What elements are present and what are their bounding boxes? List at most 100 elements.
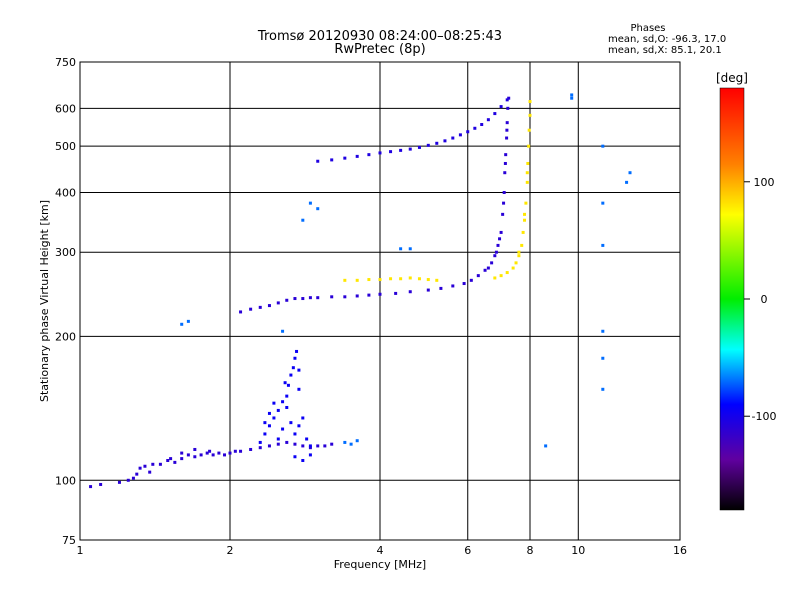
- echo-point: [143, 464, 147, 468]
- echo-point: [517, 254, 521, 258]
- echo-point: [480, 123, 484, 127]
- echo-point: [173, 460, 177, 464]
- echo-point: [263, 432, 267, 436]
- echo-point: [399, 247, 403, 251]
- echo-point: [503, 161, 507, 165]
- echo-point: [343, 278, 347, 282]
- echo-point: [276, 408, 280, 412]
- chart-subtitle: RwPretec (8p): [334, 42, 425, 57]
- echo-point: [394, 291, 398, 295]
- colorbar-ticks: 100 0 -100: [744, 176, 776, 423]
- echo-point: [301, 458, 305, 462]
- echo-point: [276, 437, 280, 441]
- x-tick-label: 16: [673, 544, 687, 557]
- echo-points: [89, 93, 632, 489]
- echo-point: [399, 277, 403, 281]
- x-tick-label: 2: [227, 544, 234, 557]
- echo-point: [293, 297, 297, 301]
- echo-point: [223, 453, 227, 457]
- y-tick-label: 500: [55, 140, 76, 153]
- echo-point: [186, 453, 190, 457]
- echo-point: [239, 449, 243, 453]
- echo-point: [408, 247, 412, 251]
- echo-point: [628, 171, 632, 175]
- echo-point: [524, 201, 528, 205]
- x-axis-label: Frequency [MHz]: [334, 558, 426, 571]
- echo-point: [301, 416, 305, 420]
- echo-point: [389, 277, 393, 281]
- echo-point: [193, 447, 197, 451]
- echo-point: [408, 147, 412, 151]
- echo-point: [499, 230, 503, 234]
- echo-point: [501, 212, 505, 216]
- phase-stats-x: mean, sd,X: 85.1, 20.1: [608, 45, 722, 56]
- echo-point: [506, 106, 510, 110]
- phase-stats-o: mean, sd,O: -96.3, 17.0: [608, 34, 726, 45]
- echo-point: [297, 368, 301, 372]
- echo-point: [148, 470, 152, 474]
- echo-point: [276, 301, 280, 305]
- echo-point: [199, 453, 203, 457]
- echo-point: [466, 130, 470, 134]
- echo-point: [493, 112, 497, 116]
- echo-point: [305, 437, 309, 441]
- echo-point: [249, 307, 253, 311]
- echo-point: [281, 427, 285, 431]
- echo-point: [258, 440, 262, 444]
- echo-point: [151, 462, 155, 466]
- echo-point: [117, 480, 121, 484]
- x-axis: 1 2 4 6 8 10 16: [77, 544, 688, 557]
- echo-point: [186, 319, 190, 323]
- echo-point: [233, 449, 237, 453]
- x-tick-label: 4: [377, 544, 384, 557]
- y-tick-label: 600: [55, 102, 76, 115]
- echo-point: [267, 424, 271, 428]
- echo-point: [283, 381, 287, 385]
- echo-point: [228, 451, 232, 455]
- echo-point: [258, 446, 262, 450]
- grid-lines: [80, 62, 680, 540]
- echo-point: [169, 457, 173, 461]
- echo-point: [289, 421, 293, 425]
- echo-point: [426, 288, 430, 292]
- echo-point: [308, 453, 312, 457]
- echo-point: [439, 286, 443, 290]
- y-tick-label: 200: [55, 330, 76, 343]
- colorbar-label: [deg]: [716, 71, 748, 85]
- echo-point: [426, 278, 430, 282]
- echo-point: [528, 100, 532, 104]
- echo-point: [267, 411, 271, 415]
- echo-point: [525, 180, 529, 184]
- echo-point: [343, 156, 347, 160]
- echo-point: [523, 218, 527, 222]
- echo-point: [205, 451, 209, 455]
- echo-point: [499, 274, 503, 278]
- x-tick-label: 6: [464, 544, 471, 557]
- echo-point: [316, 296, 320, 300]
- echo-point: [462, 282, 466, 286]
- echo-point: [517, 250, 521, 254]
- echo-point: [499, 105, 503, 109]
- echo-point: [211, 453, 215, 457]
- echo-point: [355, 439, 359, 443]
- echo-point: [505, 128, 509, 132]
- echo-point: [263, 421, 267, 425]
- echo-point: [301, 218, 305, 222]
- echo-point: [486, 266, 490, 270]
- echo-point: [208, 449, 212, 453]
- echo-point: [503, 171, 507, 175]
- echo-point: [267, 444, 271, 448]
- echo-point: [504, 153, 508, 157]
- echo-point: [498, 237, 502, 241]
- echo-point: [486, 118, 490, 122]
- echo-point: [378, 278, 382, 282]
- echo-point: [301, 297, 305, 301]
- echo-point: [316, 444, 320, 448]
- y-axis: 75 100 200 300 400 500 600 750: [55, 56, 76, 547]
- echo-point: [301, 444, 305, 448]
- echo-point: [349, 442, 353, 446]
- echo-point: [217, 451, 221, 455]
- echo-point: [135, 472, 139, 476]
- echo-point: [451, 136, 455, 140]
